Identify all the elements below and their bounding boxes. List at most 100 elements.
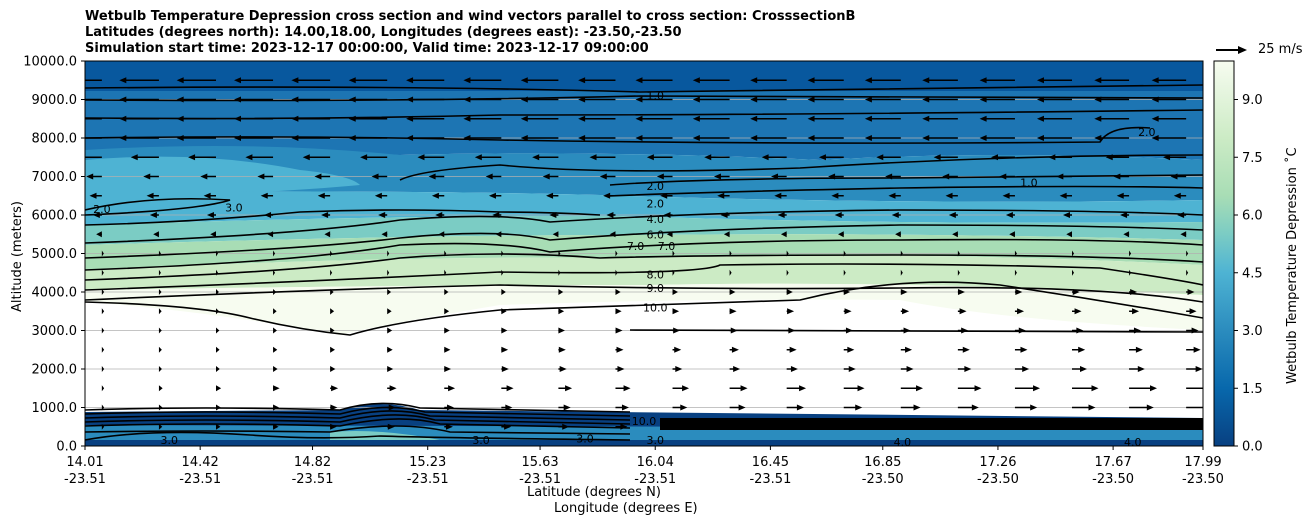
y-tick-label: 4000.0 xyxy=(32,286,78,301)
contour-3-left xyxy=(85,197,231,216)
wind-vector-head xyxy=(501,289,506,295)
wind-vector-head xyxy=(1186,250,1189,257)
wind-vector-head xyxy=(1132,308,1140,315)
wind-vector-head xyxy=(672,269,675,276)
wind-vector-head xyxy=(843,250,846,257)
wind-vector-head xyxy=(176,135,184,141)
wind-vector-head xyxy=(843,289,851,295)
wind-vector-head xyxy=(501,327,508,334)
wind-vector-head xyxy=(445,423,453,430)
wind-vector-head xyxy=(504,423,512,430)
wind-vector-head xyxy=(448,385,456,392)
wind-vector-head xyxy=(444,327,450,334)
x-tick-label-lat: 16.04 xyxy=(637,455,674,470)
contour-label: 2.0 xyxy=(646,197,664,210)
wind-vector-head xyxy=(330,308,335,315)
y-tick-label: 2000.0 xyxy=(32,363,78,378)
wind-vector-head xyxy=(158,308,162,315)
wind-vector-head xyxy=(348,77,356,84)
wind-vector-head xyxy=(957,289,965,295)
wind-vector-head xyxy=(406,115,414,122)
wind-vector-head xyxy=(905,346,913,353)
wind-vector-head xyxy=(1116,192,1124,199)
wind-vector-head xyxy=(922,115,930,122)
wind-vector-head xyxy=(1094,96,1102,103)
wind-vector-head xyxy=(86,173,94,180)
wind-vector-head xyxy=(1151,115,1159,122)
y-tick-label: 6000.0 xyxy=(32,209,78,224)
wind-vector-head xyxy=(387,250,390,257)
wind-vector-head xyxy=(1137,366,1145,372)
x-tick-label-lon: -23.50 xyxy=(977,472,1019,487)
wind-vector-head xyxy=(750,96,758,103)
wind-vector-head xyxy=(558,327,565,334)
wind-vector-head xyxy=(431,192,439,199)
contour-3-left-b xyxy=(85,209,601,226)
contour-label: 4.0 xyxy=(894,436,912,449)
wind-vector-head xyxy=(704,154,712,161)
wind-vector-head xyxy=(1135,346,1143,353)
x-tick-label-lon: -23.50 xyxy=(1092,472,1134,487)
wind-vector-head xyxy=(417,154,425,161)
x-tick-label-lon: -23.51 xyxy=(179,472,221,487)
wind-vector-head xyxy=(1088,404,1096,411)
wind-vector-head xyxy=(922,135,930,141)
wind-vector-head xyxy=(378,212,386,218)
wind-vector-head xyxy=(273,346,278,353)
wind-vector-head xyxy=(864,96,872,103)
wind-vector-head xyxy=(615,327,623,334)
contour-2-b xyxy=(609,185,1203,197)
wind-vector-head xyxy=(1018,327,1026,334)
wind-vector-head xyxy=(317,192,325,199)
colorbar xyxy=(1213,60,1235,447)
wind-vector-head xyxy=(831,192,839,199)
wind-vector-head xyxy=(1005,212,1013,218)
wind-vector-head xyxy=(1048,154,1056,161)
wind-vector-head xyxy=(922,96,930,103)
wind-vector-head xyxy=(578,77,586,84)
wind-vector-head xyxy=(1078,346,1086,353)
wind-vector-head xyxy=(900,250,903,257)
wind-vector-head xyxy=(558,346,566,353)
wind-vector-head xyxy=(314,173,322,180)
wind-vector-head xyxy=(438,231,445,238)
wind-vector-head xyxy=(1020,346,1028,353)
wind-vector-head xyxy=(786,289,793,295)
wind-vector-head xyxy=(558,308,565,315)
wind-vector-head xyxy=(558,269,561,276)
contour-2-mid xyxy=(399,154,1203,181)
contour-label: 7.0 xyxy=(627,240,645,253)
wind-vector-head xyxy=(790,366,798,372)
wind-vector-head xyxy=(615,289,621,295)
wind-vector-head xyxy=(330,250,333,257)
wind-vector-head xyxy=(578,96,586,103)
wind-vector-head xyxy=(1091,385,1099,392)
wind-vector-head xyxy=(1143,423,1151,430)
x-axis-label-lon: Longitude (degrees E) xyxy=(554,501,698,516)
wind-vector-head xyxy=(492,212,500,218)
contour-label: 4.0 xyxy=(1124,436,1142,449)
wind-vector-head xyxy=(158,327,162,334)
wind-vector-head xyxy=(787,308,795,315)
wind-vector-head xyxy=(1151,96,1159,103)
wind-vector-head xyxy=(101,385,105,392)
wind-vector-head xyxy=(952,231,958,238)
band-top-dark xyxy=(85,61,1203,91)
wind-vector-head xyxy=(444,250,447,257)
wind-vector-head xyxy=(780,231,787,238)
wind-vector-head xyxy=(945,192,953,199)
x-tick-label-lon: -23.51 xyxy=(634,472,676,487)
wind-vector-head xyxy=(789,346,797,353)
wind-vector-head xyxy=(62,77,69,83)
wind-vector-head xyxy=(331,385,339,392)
wind-vector-head xyxy=(603,192,611,199)
wind-vector-head xyxy=(542,173,550,180)
contour-labels: 1.0 2.0 2.0 4.0 6.07.0 7.0 8.09.0 10.0 2.0 3.0 2.0… xyxy=(93,90,1155,449)
contour-label: 8.0 xyxy=(646,269,664,282)
contour-label: 2.0 xyxy=(93,203,111,216)
contour-label: 6.0 xyxy=(646,228,664,241)
wind-vector-head xyxy=(818,154,826,161)
wind-vector-head xyxy=(1036,96,1044,103)
wind-vector-head xyxy=(1085,423,1093,430)
